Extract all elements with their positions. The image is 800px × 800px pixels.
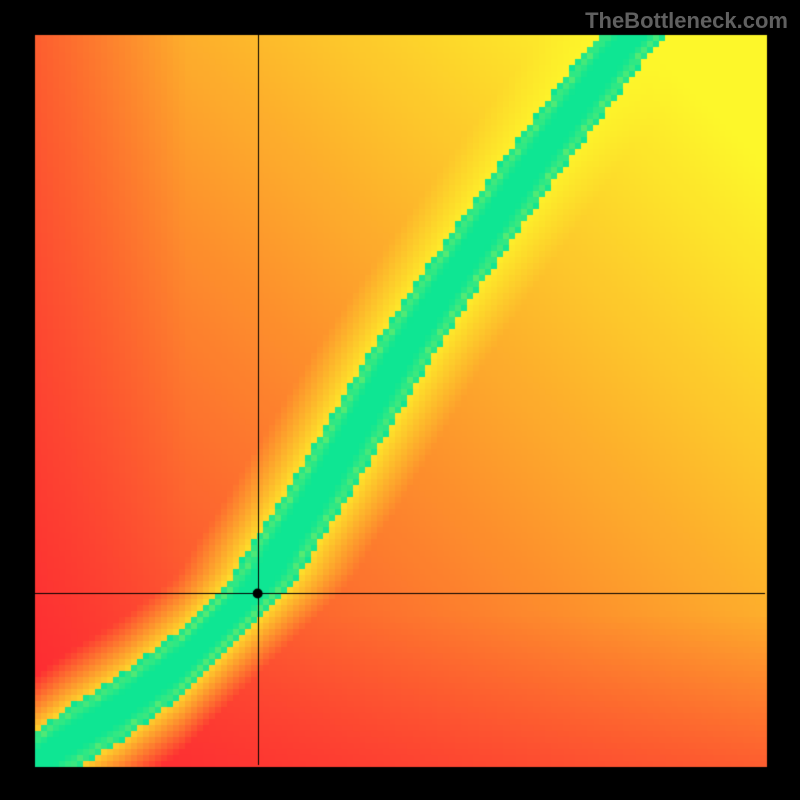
chart-container: TheBottleneck.com bbox=[0, 0, 800, 800]
bottleneck-heatmap bbox=[0, 0, 800, 800]
watermark-text: TheBottleneck.com bbox=[585, 8, 788, 34]
